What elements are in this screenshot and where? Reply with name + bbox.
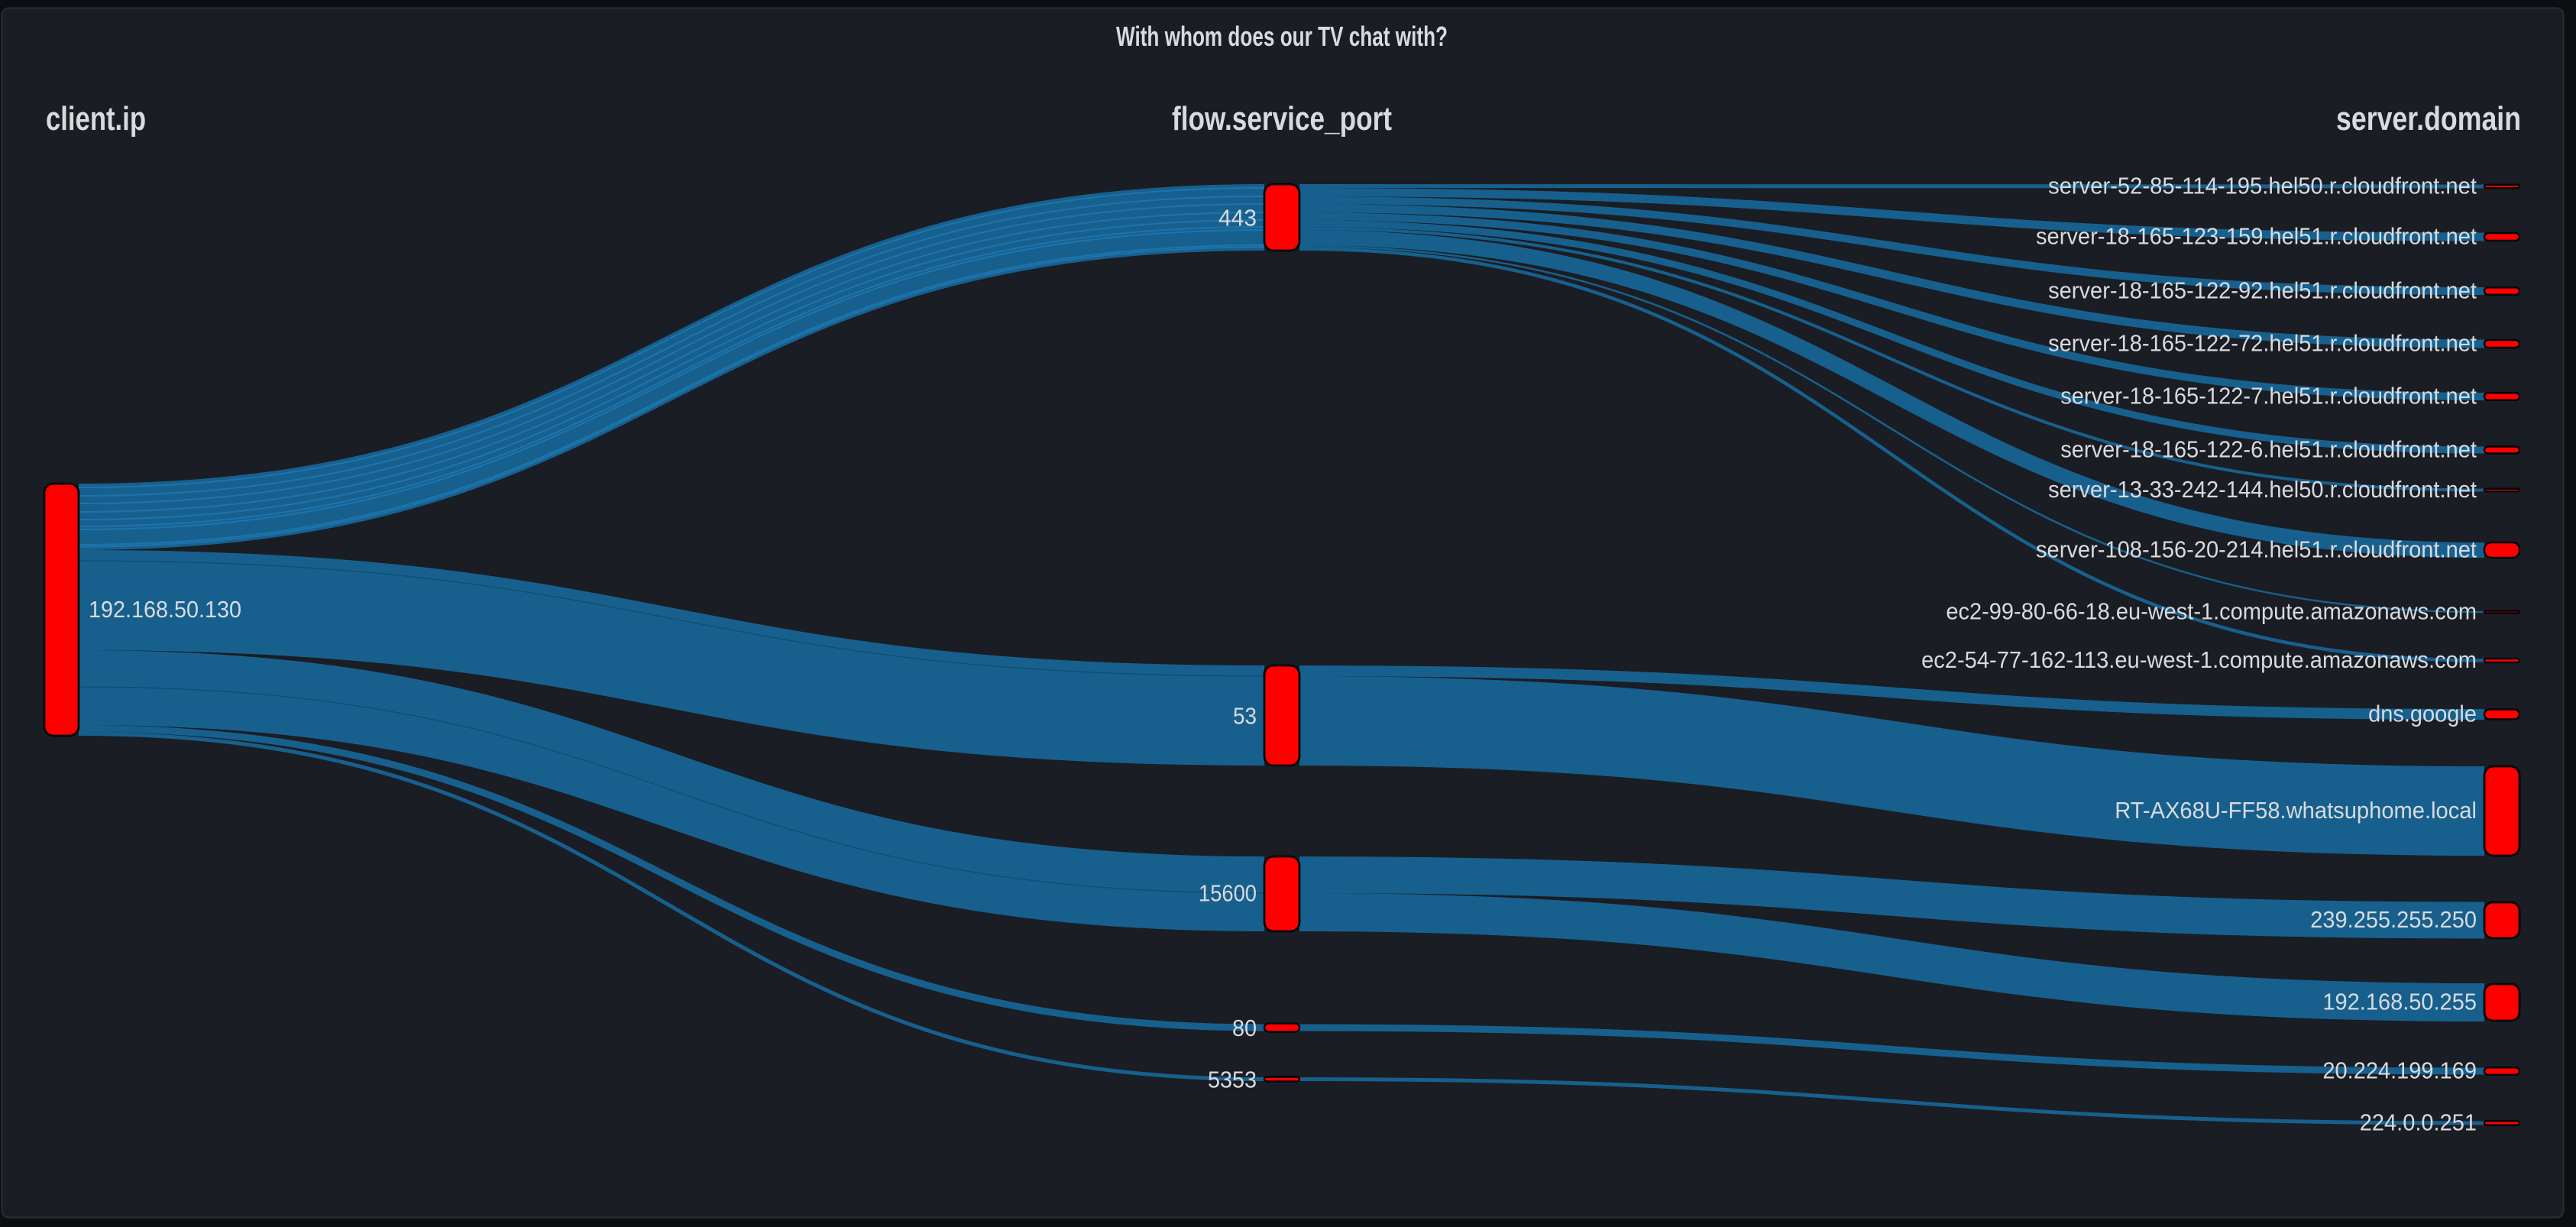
svg-text:server-18-165-122-7.hel51.r.cl: server-18-165-122-7.hel51.r.cloudfront.n… [2060,383,2477,410]
svg-text:192.168.50.130: 192.168.50.130 [89,596,241,623]
svg-text:224.0.0.251: 224.0.0.251 [2360,1109,2477,1136]
svg-text:server-18-165-122-72.hel51.r.c: server-18-165-122-72.hel51.r.cloudfront.… [2048,330,2477,357]
svg-text:ec2-99-80-66-18.eu-west-1.comp: ec2-99-80-66-18.eu-west-1.compute.amazon… [1946,598,2477,625]
svg-text:RT-AX68U-FF58.whatsuphome.loca: RT-AX68U-FF58.whatsuphome.local [2115,797,2477,824]
svg-text:server-18-165-122-92.hel51.r.c: server-18-165-122-92.hel51.r.cloudfront.… [2048,277,2477,304]
svg-text:443: 443 [1218,205,1257,231]
svg-text:server-108-156-20-214.hel51.r.: server-108-156-20-214.hel51.r.cloudfront… [2036,536,2477,563]
svg-text:5353: 5353 [1208,1067,1257,1093]
svg-text:client.ip: client.ip [46,100,146,138]
svg-text:server-13-33-242-144.hel50.r.c: server-13-33-242-144.hel50.r.cloudfront.… [2048,476,2477,503]
svg-text:server-18-165-123-159.hel51.r.: server-18-165-123-159.hel51.r.cloudfront… [2036,223,2477,250]
svg-text:ec2-54-77-162-113.eu-west-1.co: ec2-54-77-162-113.eu-west-1.compute.amaz… [1921,646,2477,673]
svg-text:53: 53 [1233,703,1257,730]
svg-text:server-18-165-122-6.hel51.r.cl: server-18-165-122-6.hel51.r.cloudfront.n… [2060,436,2477,463]
svg-text:192.168.50.255: 192.168.50.255 [2322,989,2477,1015]
svg-text:15600: 15600 [1199,880,1257,907]
svg-text:server-52-85-114-195.hel50.r.c: server-52-85-114-195.hel50.r.cloudfront.… [2048,173,2477,199]
svg-text:With whom does our TV chat wit: With whom does our TV chat with? [1116,21,1448,52]
svg-text:dns.google: dns.google [2368,701,2477,727]
svg-text:20.224.199.169: 20.224.199.169 [2322,1057,2477,1084]
svg-text:80: 80 [1232,1015,1257,1041]
svg-text:239.255.255.250: 239.255.255.250 [2310,906,2477,933]
svg-text:flow.service_port: flow.service_port [1172,100,1392,138]
svg-text:server.domain: server.domain [2336,100,2521,138]
